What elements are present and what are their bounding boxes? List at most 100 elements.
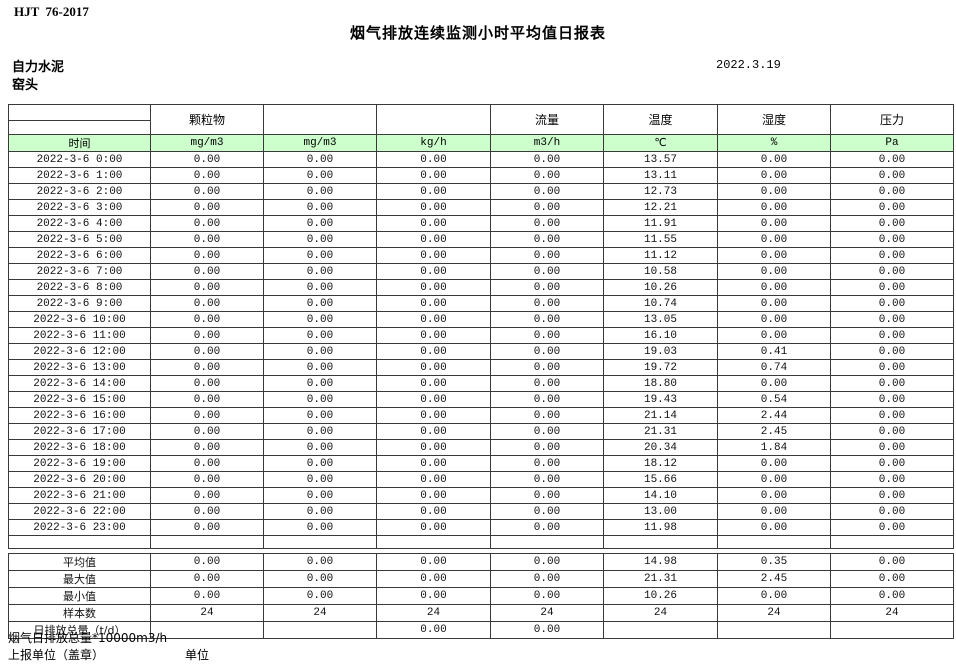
table-row: 2022-3-6 23:00 0.00 0.00 0.00 0.00 11.98 0.00 0…	[8, 519, 954, 536]
value-cell: 0.00	[150, 167, 264, 184]
value-cell: 0.00	[717, 167, 831, 184]
value-cell: 0.00	[263, 151, 377, 168]
table-row: 2022-3-6 4:00 0.00 0.00 0.00 0.00 11.91 0.00 0.…	[8, 215, 954, 232]
time-cell: 2022-3-6 12:00	[8, 343, 151, 360]
time-cell: 2022-3-6 16:00	[8, 407, 151, 424]
empty-cell	[603, 535, 718, 549]
value-cell: 0.00	[150, 279, 264, 296]
value-cell: 0.00	[150, 487, 264, 504]
value-cell: 0.00	[376, 295, 491, 312]
value-cell: 0.00	[717, 263, 831, 280]
time-cell: 2022-3-6 10:00	[8, 311, 151, 328]
station-name: 窑头	[12, 78, 39, 93]
value-cell: 11.98	[603, 519, 718, 536]
summary-value-cell: 0.00	[830, 570, 954, 588]
value-cell: 0.00	[490, 199, 604, 216]
value-cell: 0.00	[263, 167, 377, 184]
group-header-humidity: 湿度	[717, 104, 831, 135]
value-cell: 0.00	[490, 279, 604, 296]
group-header-flow: 流量	[490, 104, 604, 135]
empty-cell	[717, 535, 831, 549]
value-cell: 0.00	[490, 439, 604, 456]
table-row: 2022-3-6 7:00 0.00 0.00 0.00 0.00 10.58 0.00 0.…	[8, 263, 954, 280]
time-cell: 2022-3-6 11:00	[8, 327, 151, 344]
value-cell: 13.00	[603, 503, 718, 520]
summary-value-cell: 0.00	[490, 553, 604, 571]
summary-value-cell: 2.45	[717, 570, 831, 588]
summary-value-cell: 0.00	[717, 587, 831, 605]
value-cell: 18.80	[603, 375, 718, 392]
value-cell: 0.00	[490, 487, 604, 504]
value-cell: 15.66	[603, 471, 718, 488]
value-cell: 0.00	[830, 183, 954, 200]
summary-value-cell: 24	[490, 604, 604, 622]
value-cell: 0.00	[376, 359, 491, 376]
table-row: 2022-3-6 11:00 0.00 0.00 0.00 0.00 16.10 0.00 0…	[8, 327, 954, 344]
value-cell: 0.00	[376, 471, 491, 488]
value-cell: 0.00	[490, 231, 604, 248]
value-cell: 10.26	[603, 279, 718, 296]
value-cell: 0.00	[490, 295, 604, 312]
table-row: 2022-3-6 1:00 0.00 0.00 0.00 0.00 13.11 0.00 0.…	[8, 167, 954, 184]
value-cell: 0.00	[376, 215, 491, 232]
value-cell: 2.45	[717, 423, 831, 440]
group-header-row: 颗粒物 流量 温度 湿度 压力	[8, 104, 954, 135]
value-cell: 0.00	[830, 327, 954, 344]
corner-top-cell	[9, 106, 150, 121]
value-cell: 0.00	[263, 199, 377, 216]
value-cell: 0.00	[717, 183, 831, 200]
value-cell: 0.00	[376, 263, 491, 280]
value-cell: 0.00	[830, 199, 954, 216]
value-cell: 0.00	[150, 471, 264, 488]
value-cell: 0.00	[717, 247, 831, 264]
value-cell: 0.00	[376, 455, 491, 472]
value-cell: 0.00	[830, 231, 954, 248]
value-cell: 0.00	[150, 263, 264, 280]
summary-value-cell: 0.00	[376, 570, 491, 588]
value-cell: 0.00	[376, 327, 491, 344]
table-row: 2022-3-6 3:00 0.00 0.00 0.00 0.00 12.21 0.00 0.…	[8, 199, 954, 216]
unit-cell: kg/h	[376, 134, 491, 152]
value-cell: 0.00	[263, 407, 377, 424]
unit-header-row: 时间 mg/m3 mg/m3 kg/h m3/h ℃ % Pa	[8, 134, 954, 152]
value-cell: 0.00	[376, 151, 491, 168]
summary-value-cell	[263, 621, 377, 639]
summary-label-cell: 平均值	[8, 553, 151, 571]
value-cell: 0.00	[263, 423, 377, 440]
value-cell: 12.21	[603, 199, 718, 216]
value-cell: 11.91	[603, 215, 718, 232]
value-cell: 0.00	[150, 519, 264, 536]
time-cell: 2022-3-6 3:00	[8, 199, 151, 216]
group-header-blank-1	[263, 104, 377, 135]
value-cell: 0.00	[490, 183, 604, 200]
summary-value-cell: 0.00	[490, 570, 604, 588]
summary-value-cell: 24	[376, 604, 491, 622]
value-cell: 0.00	[150, 455, 264, 472]
value-cell: 0.00	[490, 423, 604, 440]
summary-value-cell: 0.00	[490, 587, 604, 605]
value-cell: 0.00	[490, 519, 604, 536]
summary-value-cell: 0.00	[376, 621, 491, 639]
summary-table-wrap: 平均值 0.00 0.00 0.00 0.00 14.98 0.35 0.00 最大值 0.00 0…	[8, 553, 954, 639]
value-cell: 0.00	[263, 343, 377, 360]
table-row: 2022-3-6 14:00 0.00 0.00 0.00 0.00 18.80 0.00 0…	[8, 375, 954, 392]
value-cell: 0.00	[717, 503, 831, 520]
time-cell: 2022-3-6 1:00	[8, 167, 151, 184]
value-cell: 0.00	[490, 263, 604, 280]
summary-row: 样本数 24 24 24 24 24 24 24	[8, 604, 954, 622]
value-cell: 2.44	[717, 407, 831, 424]
value-cell: 0.00	[150, 311, 264, 328]
value-cell: 0.00	[376, 391, 491, 408]
value-cell: 0.00	[490, 343, 604, 360]
table-row: 2022-3-6 16:00 0.00 0.00 0.00 0.00 21.14 2.44 0…	[8, 407, 954, 424]
summary-row: 日排放总量（t/d） 0.00 0.00	[8, 621, 954, 639]
summary-value-cell: 24	[717, 604, 831, 622]
empty-cell	[8, 535, 151, 549]
value-cell: 0.00	[717, 455, 831, 472]
value-cell: 0.54	[717, 391, 831, 408]
value-cell: 18.12	[603, 455, 718, 472]
value-cell: 0.00	[376, 503, 491, 520]
unit-label: 单位	[185, 648, 210, 662]
empty-cell	[490, 535, 604, 549]
